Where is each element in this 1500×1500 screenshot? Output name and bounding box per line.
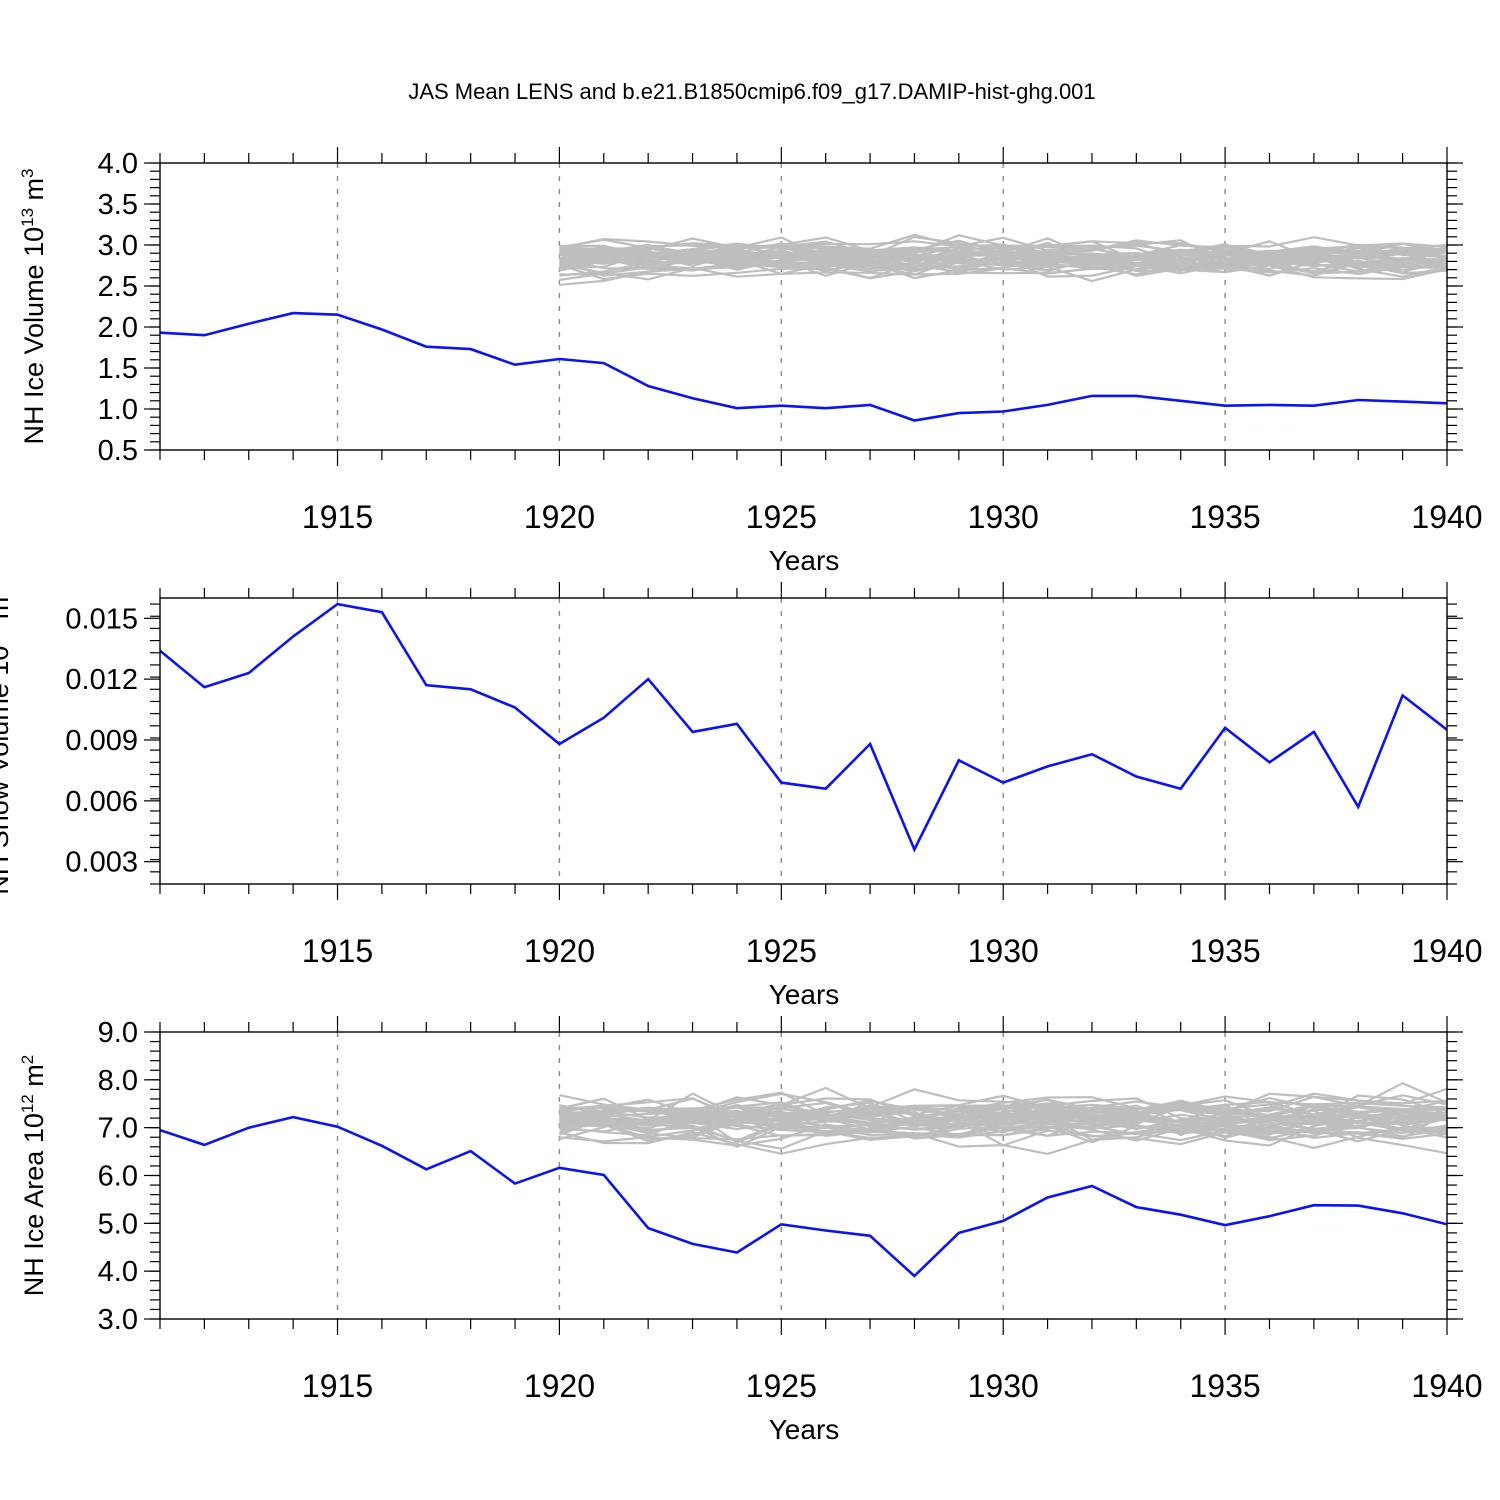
- y-tick-label: 0.006: [65, 786, 138, 818]
- x-tick-label: 1930: [968, 1368, 1039, 1404]
- y-axis-label: NH Ice Volume 1013 m3: [18, 169, 49, 445]
- y-tick-label: 2.5: [98, 271, 138, 303]
- x-tick-label: 1915: [302, 499, 373, 535]
- ensemble-member-line: [559, 1098, 1447, 1128]
- x-tick-label: 1935: [1190, 1368, 1261, 1404]
- ensemble-member-line: [559, 249, 1447, 268]
- x-tick-label: 1920: [524, 1368, 595, 1404]
- y-tick-label: 2.0: [98, 312, 138, 344]
- series-line: [160, 311, 1447, 422]
- y-tick-label: 0.015: [65, 603, 138, 635]
- y-tick-label: 7.0: [98, 1113, 138, 1145]
- chart-title: JAS Mean LENS and b.e21.B1850cmip6.f09_g…: [408, 79, 1095, 104]
- y-tick-label: 3.0: [98, 1304, 138, 1336]
- y-tick-label: 0.012: [65, 664, 138, 696]
- plot-area: [160, 233, 1447, 422]
- ensemble-member-line: [559, 1110, 1447, 1150]
- series-line: [160, 602, 1447, 853]
- y-tick-label: 5.0: [98, 1208, 138, 1240]
- plot-frame: [159, 162, 1448, 451]
- y-axis-label: NH Ice Area 1012 m2: [18, 1055, 49, 1296]
- ensemble-member-line: [559, 1106, 1447, 1129]
- panel-2: 0.003 0.006 0.009 0.012 0.015 1915 1920 1925 193…: [0, 582, 1483, 1010]
- y-tick-label: 9.0: [98, 1017, 138, 1049]
- x-tick-label: 1940: [1411, 933, 1482, 969]
- panel-1: 0.5 1.0 1.5 2.0 2.5 3.0 3.5 4.0 1915 1920 1925 1930…: [18, 147, 1483, 576]
- ensemble-member-line: [559, 250, 1447, 281]
- y-tick-label: 1.0: [98, 394, 138, 426]
- x-axis-label: Years: [769, 545, 840, 576]
- y-tick-label: 0.003: [65, 847, 138, 879]
- x-tick-label: 1915: [302, 1368, 373, 1404]
- y-tick-label: 0.5: [98, 435, 138, 467]
- x-tick-label: 1925: [746, 499, 817, 535]
- y-tick-label: 1.5: [98, 353, 138, 385]
- series-line: [160, 1115, 1447, 1278]
- y-axis-label: NH Snow Volume 1013 m3: [0, 587, 14, 895]
- x-tick-label: 1915: [302, 933, 373, 969]
- x-tick-label: 1920: [524, 933, 595, 969]
- ensemble-member-line: [559, 1115, 1447, 1150]
- x-axis-label: Years: [769, 1414, 840, 1445]
- x-tick-label: 1935: [1190, 933, 1261, 969]
- x-tick-label: 1925: [746, 933, 817, 969]
- y-tick-label: 8.0: [98, 1065, 138, 1097]
- y-tick-label: 6.0: [98, 1161, 138, 1193]
- y-tick-label: 3.5: [98, 189, 138, 221]
- x-tick-label: 1940: [1411, 499, 1482, 535]
- y-tick-label: 4.0: [98, 1256, 138, 1288]
- x-tick-label: 1920: [524, 499, 595, 535]
- plot-area: [160, 602, 1447, 853]
- x-axis-label: Years: [769, 979, 840, 1010]
- ensemble-member-line: [559, 1091, 1447, 1127]
- ensemble-member-line: [559, 1103, 1447, 1143]
- y-tick-label: 0.009: [65, 725, 138, 757]
- x-tick-label: 1930: [968, 933, 1039, 969]
- plot-frame: [159, 1031, 1448, 1320]
- y-tick-label: 4.0: [98, 148, 138, 180]
- ensemble-member-line: [559, 249, 1447, 273]
- plot-frame: [159, 597, 1448, 885]
- plot-area: [160, 1081, 1447, 1278]
- x-tick-label: 1930: [968, 499, 1039, 535]
- y-tick-label: 3.0: [98, 230, 138, 262]
- panel-3: 3.0 4.0 5.0 6.0 7.0 8.0 9.0 1915 1920 1925 1930 193…: [18, 1016, 1483, 1445]
- x-tick-label: 1925: [746, 1368, 817, 1404]
- x-tick-label: 1940: [1411, 1368, 1482, 1404]
- x-tick-label: 1935: [1190, 499, 1261, 535]
